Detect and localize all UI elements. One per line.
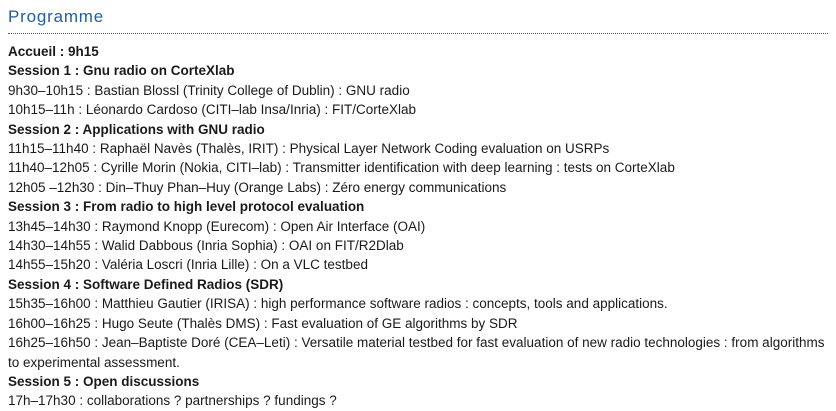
schedule-item: 14h55–15h20 : Valéria Loscri (Inria Lill… bbox=[8, 257, 368, 273]
programme-list: Accueil : 9h15 Session 1 : Gnu radio on … bbox=[8, 42, 828, 411]
session-title: Session 4 : Software Defined Radios (SDR… bbox=[8, 276, 284, 292]
schedule-item: 17h–17h30 : collaborations ? partnership… bbox=[8, 393, 337, 409]
schedule-item: 15h35–16h00 : Matthieu Gautier (IRISA) :… bbox=[8, 296, 668, 312]
schedule-item: 9h30–10h15 : Bastian Blossl (Trinity Col… bbox=[8, 82, 410, 98]
session-title: Session 5 : Open discussions bbox=[8, 373, 200, 389]
accueil-line: Accueil : 9h15 bbox=[8, 44, 99, 59]
schedule-item: 10h15–11h : Léonardo Cardoso (CITI–lab I… bbox=[8, 102, 416, 118]
schedule-item: 14h30–14h55 : Walid Dabbous (Inria Sophi… bbox=[8, 238, 404, 254]
session-title: Session 1 : Gnu radio on CorteXlab bbox=[8, 63, 235, 79]
session-title: Session 2 : Applications with GNU radio bbox=[8, 121, 265, 137]
page-title: Programme bbox=[8, 5, 828, 34]
schedule-item: 13h45–14h30 : Raymond Knopp (Eurecom) : … bbox=[8, 218, 426, 234]
schedule-item: 16h00–16h25 : Hugo Seute (Thalès DMS) : … bbox=[8, 315, 518, 331]
schedule-item: 11h15–11h40 : Raphaël Navès (Thalès, IRI… bbox=[8, 141, 610, 157]
schedule-item: 16h25–16h50 : Jean–Baptiste Doré (CEA–Le… bbox=[8, 335, 825, 370]
schedule-item: 12h05 –12h30 : Din–Thuy Phan–Huy (Orange… bbox=[8, 179, 507, 195]
schedule-item: 11h40–12h05 : Cyrille Morin (Nokia, CITI… bbox=[8, 160, 675, 176]
session-title: Session 3 : From radio to high level pro… bbox=[8, 199, 365, 215]
sessions-container: Session 1 : Gnu radio on CorteXlab 9h30–1… bbox=[8, 61, 828, 410]
